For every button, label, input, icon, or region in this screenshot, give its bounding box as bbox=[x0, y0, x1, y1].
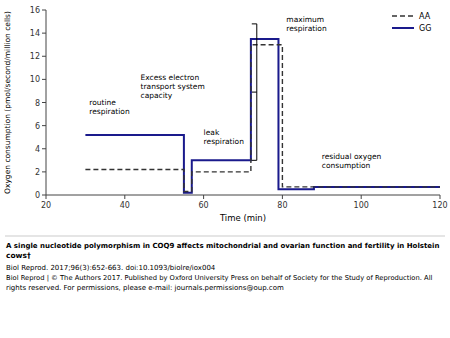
x-axis-line bbox=[46, 195, 440, 196]
caption-line: cows† bbox=[6, 251, 31, 260]
annotation-line: residual oxygen bbox=[322, 152, 382, 161]
annotation: leakrespiration bbox=[204, 128, 245, 146]
caption-line: Biol Reprod | © The Authors 2017. Publis… bbox=[6, 274, 433, 282]
y-tick bbox=[42, 125, 46, 126]
y-tick bbox=[42, 10, 46, 11]
annotation-line: respiration bbox=[89, 107, 130, 116]
y-tick-label: 2 bbox=[35, 168, 40, 177]
y-tick-label: 6 bbox=[35, 122, 40, 131]
bracket-path bbox=[252, 24, 257, 160]
y-tick bbox=[42, 195, 46, 196]
y-tick bbox=[42, 33, 46, 34]
annotation-line: transport system bbox=[141, 82, 205, 91]
plot-area bbox=[85, 39, 440, 193]
annotation-line: consumption bbox=[322, 161, 371, 170]
annotation-line: respiration bbox=[286, 24, 327, 33]
legend-swatch bbox=[392, 27, 414, 29]
y-tick-label: 16 bbox=[30, 6, 40, 15]
annotation: residual oxygenconsumption bbox=[322, 152, 382, 170]
annotation-line: maximum bbox=[286, 15, 324, 24]
chart: 20 40 60 80 100 120 0 2 4 6 8 10 12 14 16 Time (min) Oxy… bbox=[0, 0, 450, 338]
x-tick bbox=[124, 195, 125, 199]
series-line bbox=[85, 39, 440, 193]
annotation-line: Excess electron bbox=[141, 73, 200, 82]
x-tick bbox=[282, 195, 283, 199]
x-tick bbox=[361, 195, 362, 199]
y-tick-label: 12 bbox=[30, 52, 40, 61]
annotation: Excess electrontransport systemcapacity bbox=[141, 73, 205, 100]
x-tick bbox=[203, 195, 204, 199]
y-tick-label: 10 bbox=[30, 75, 40, 84]
legend-swatch bbox=[392, 15, 414, 16]
legend-label: GG bbox=[419, 24, 431, 33]
annotation: routinerespiration bbox=[89, 98, 130, 116]
x-tick-label: 20 bbox=[41, 201, 51, 210]
y-tick bbox=[42, 56, 46, 57]
annotation-line: leak bbox=[204, 128, 220, 137]
caption-line: Biol Reprod. 2017;96(3):652-663. doi:10.… bbox=[6, 264, 216, 272]
y-tick-label: 14 bbox=[30, 29, 40, 38]
annotation: maximumrespiration bbox=[286, 15, 327, 33]
x-tick bbox=[46, 195, 47, 199]
series-line bbox=[85, 45, 440, 192]
annotation-line: routine bbox=[89, 98, 116, 107]
y-axis-label: Oxygen consumption (pmol/second/million … bbox=[3, 11, 12, 194]
annotation-line: capacity bbox=[141, 91, 173, 100]
caption-line: A single nucleotide polymorphism in COQ9… bbox=[6, 242, 439, 250]
x-axis-label: Time (min) bbox=[219, 213, 266, 223]
y-tick-label: 8 bbox=[35, 99, 40, 108]
separator bbox=[5, 236, 445, 237]
x-tick-label: 80 bbox=[277, 201, 287, 210]
x-tick-label: 40 bbox=[120, 201, 130, 210]
annotation-line: respiration bbox=[204, 137, 245, 146]
y-tick-label: 4 bbox=[35, 145, 40, 154]
legend: AA GG bbox=[392, 12, 431, 33]
caption-line: rights reserved. For permissions, please… bbox=[6, 284, 284, 292]
x-tick-label: 60 bbox=[199, 201, 209, 210]
x-tick-label: 100 bbox=[354, 201, 369, 210]
y-tick bbox=[42, 102, 46, 103]
legend-label: AA bbox=[419, 12, 431, 21]
y-tick-label: 0 bbox=[35, 191, 40, 200]
y-tick bbox=[42, 148, 46, 149]
bracket bbox=[252, 24, 257, 160]
x-tick bbox=[440, 195, 441, 199]
y-tick bbox=[42, 79, 46, 80]
x-tick-label: 120 bbox=[432, 201, 447, 210]
y-tick bbox=[42, 171, 46, 172]
